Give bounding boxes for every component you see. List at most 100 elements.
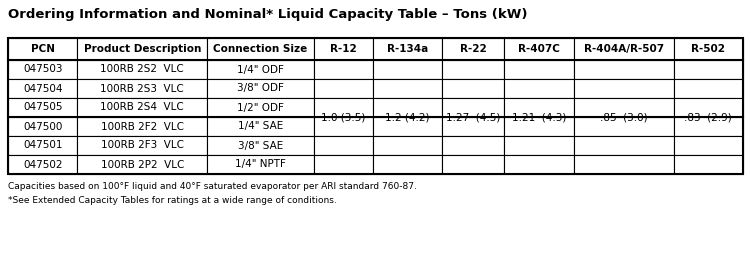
Bar <box>77 38 207 60</box>
Bar <box>372 136 442 155</box>
Text: Connection Size: Connection Size <box>213 44 308 54</box>
Text: 1/4" NPTF: 1/4" NPTF <box>235 160 286 170</box>
Bar <box>442 155 505 174</box>
Bar <box>207 136 314 155</box>
Bar <box>505 155 574 174</box>
Bar <box>8 155 77 174</box>
Text: Product Description: Product Description <box>83 44 201 54</box>
Text: R-134a: R-134a <box>387 44 428 54</box>
Bar <box>77 79 207 98</box>
Text: R-22: R-22 <box>460 44 487 54</box>
Text: 3/8" SAE: 3/8" SAE <box>238 140 283 150</box>
Bar <box>505 60 574 79</box>
Bar <box>77 155 207 174</box>
Bar <box>207 38 314 60</box>
Bar <box>77 136 207 155</box>
Bar <box>8 38 743 174</box>
Bar <box>505 136 574 155</box>
Text: .83  (2.9): .83 (2.9) <box>684 112 732 122</box>
Bar <box>442 98 505 117</box>
Bar <box>314 117 372 136</box>
Bar <box>77 98 207 117</box>
Text: 1.0 (3.5): 1.0 (3.5) <box>321 112 366 122</box>
Text: 047500: 047500 <box>23 122 62 132</box>
Bar <box>674 155 743 174</box>
Bar <box>314 98 372 117</box>
Text: Ordering Information and Nominal* Liquid Capacity Table – Tons (kW): Ordering Information and Nominal* Liquid… <box>8 8 527 21</box>
Text: 100RB 2S2  VLC: 100RB 2S2 VLC <box>101 64 184 74</box>
Bar <box>372 79 442 98</box>
Text: PCN: PCN <box>31 44 55 54</box>
Text: 1/4" ODF: 1/4" ODF <box>237 64 284 74</box>
Text: 047502: 047502 <box>23 160 62 170</box>
Bar <box>505 79 574 98</box>
Text: 1.2 (4.2): 1.2 (4.2) <box>385 112 430 122</box>
Text: 047503: 047503 <box>23 64 62 74</box>
Bar <box>674 79 743 98</box>
Bar <box>372 98 442 117</box>
Bar <box>674 38 743 60</box>
Text: 1.27  (4.5): 1.27 (4.5) <box>446 112 500 122</box>
Bar <box>314 60 372 79</box>
Bar <box>207 155 314 174</box>
Bar <box>372 60 442 79</box>
Text: R-407C: R-407C <box>518 44 560 54</box>
Text: *See Extended Capacity Tables for ratings at a wide range of conditions.: *See Extended Capacity Tables for rating… <box>8 196 336 205</box>
Bar <box>8 98 77 117</box>
Bar <box>505 98 574 117</box>
Bar <box>674 98 743 117</box>
Text: R-502: R-502 <box>692 44 725 54</box>
Bar <box>207 98 314 117</box>
Text: 047501: 047501 <box>23 140 62 150</box>
Bar <box>505 38 574 60</box>
Text: 1/4" SAE: 1/4" SAE <box>238 122 283 132</box>
Bar <box>8 117 77 136</box>
Bar <box>674 60 743 79</box>
Bar <box>8 79 77 98</box>
Bar <box>314 79 372 98</box>
Text: 1/2" ODF: 1/2" ODF <box>237 102 284 112</box>
Text: 1.21  (4.3): 1.21 (4.3) <box>511 112 566 122</box>
Bar <box>8 38 77 60</box>
Bar <box>372 155 442 174</box>
Text: 100RB 2S3  VLC: 100RB 2S3 VLC <box>101 84 184 94</box>
Text: 047504: 047504 <box>23 84 62 94</box>
Bar <box>8 60 77 79</box>
Bar <box>674 117 743 136</box>
Text: 100RB 2F2  VLC: 100RB 2F2 VLC <box>101 122 184 132</box>
Bar <box>207 117 314 136</box>
Bar <box>574 136 674 155</box>
Bar <box>207 60 314 79</box>
Bar <box>314 136 372 155</box>
Bar <box>674 136 743 155</box>
Text: Capacities based on 100°F liquid and 40°F saturated evaporator per ARI standard : Capacities based on 100°F liquid and 40°… <box>8 182 417 191</box>
Bar <box>574 60 674 79</box>
Text: R-404A/R-507: R-404A/R-507 <box>584 44 664 54</box>
Bar <box>442 38 505 60</box>
Bar <box>505 117 574 136</box>
Text: R-12: R-12 <box>330 44 357 54</box>
Bar <box>442 79 505 98</box>
Bar <box>372 117 442 136</box>
Text: 047505: 047505 <box>23 102 62 112</box>
Text: 100RB 2P2  VLC: 100RB 2P2 VLC <box>101 160 184 170</box>
Bar <box>372 38 442 60</box>
Text: .85  (3.0): .85 (3.0) <box>600 112 647 122</box>
Bar <box>207 79 314 98</box>
Bar <box>314 38 372 60</box>
Bar <box>77 117 207 136</box>
Bar <box>314 155 372 174</box>
Bar <box>574 79 674 98</box>
Text: 100RB 2S4  VLC: 100RB 2S4 VLC <box>101 102 184 112</box>
Bar <box>442 136 505 155</box>
Bar <box>442 60 505 79</box>
Text: 100RB 2F3  VLC: 100RB 2F3 VLC <box>101 140 184 150</box>
Bar <box>574 155 674 174</box>
Bar <box>574 98 674 117</box>
Bar <box>574 117 674 136</box>
Bar <box>8 136 77 155</box>
Bar <box>77 60 207 79</box>
Text: 3/8" ODF: 3/8" ODF <box>237 84 284 94</box>
Bar <box>574 38 674 60</box>
Bar <box>442 117 505 136</box>
